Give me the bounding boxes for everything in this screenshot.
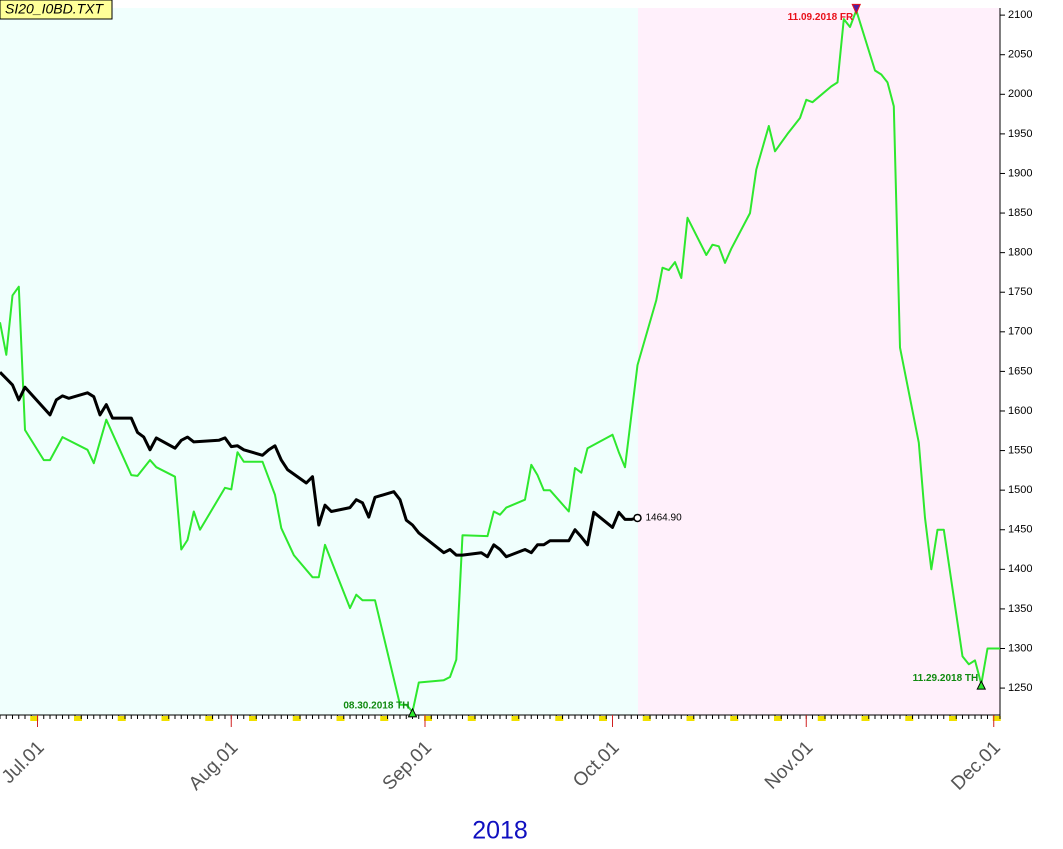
weekend-marker — [774, 716, 782, 721]
title-box — [0, 0, 113, 20]
high-marker — [851, 3, 862, 15]
weekend-marker — [992, 716, 1001, 721]
weekend-marker — [292, 716, 301, 721]
low-marker — [407, 707, 418, 718]
x-axis-label: 2018 — [472, 817, 528, 845]
weekend-marker — [861, 716, 870, 721]
series-line — [0, 9, 1000, 713]
x-tick-label: Nov.01 — [761, 737, 817, 793]
y-tick-label: 1950 — [1008, 128, 1032, 140]
weekend-marker — [905, 716, 914, 721]
y-tick-label: 1800 — [1008, 247, 1032, 259]
weekend-marker — [817, 716, 826, 721]
last-marker — [633, 513, 642, 523]
y-tick-label: 2050 — [1008, 49, 1032, 61]
weekend-marker — [555, 716, 564, 721]
annotation: 1464.90 — [646, 513, 683, 524]
weekend-marker — [642, 716, 651, 721]
x-tick-label: Jul.01 — [0, 737, 49, 788]
weekend-marker — [205, 716, 214, 721]
weekend-marker — [511, 716, 520, 721]
background-region — [638, 8, 1000, 715]
background-region — [0, 8, 638, 715]
low-marker — [976, 680, 987, 690]
y-tick-label: 1400 — [1008, 563, 1032, 575]
x-tick-label: Aug.01 — [185, 737, 242, 794]
plot: 11.09.2018 FR 08.30.2018 TH 11.29.2018 TH 1… — [0, 3, 1000, 718]
y-tick-label: 1850 — [1008, 207, 1032, 219]
weekend-marker — [949, 716, 957, 721]
y-tick-label: 1550 — [1008, 444, 1032, 456]
y-tick-label: 1650 — [1008, 365, 1032, 377]
weekend-marker — [30, 716, 39, 721]
weekend-marker — [74, 716, 82, 721]
y-tick-label: 1450 — [1008, 524, 1032, 536]
y-tick-label: 1700 — [1008, 326, 1032, 338]
y-tick-label: 2100 — [1008, 9, 1032, 21]
y-tick-label: 2000 — [1008, 88, 1032, 100]
y-tick-label: 1300 — [1008, 642, 1032, 654]
x-tick-label: Oct.01 — [569, 737, 623, 791]
annotation: 11.29.2018 TH — [913, 673, 979, 684]
annotation: 11.09.2018 FR — [788, 12, 854, 23]
weekend-marker — [686, 716, 695, 721]
y-tick-label: 1900 — [1008, 167, 1032, 179]
x-tick-label: Sep.01 — [379, 737, 436, 794]
y-tick-label: 1250 — [1008, 682, 1032, 694]
weekend-marker — [117, 716, 126, 721]
weekend-marker — [380, 716, 389, 721]
x-tick-label: Dec.01 — [947, 737, 1004, 794]
weekend-marker — [161, 716, 170, 721]
weekend-marker — [249, 716, 257, 721]
weekend-marker — [424, 716, 432, 721]
series-line — [0, 371, 638, 559]
y-tick-label: 1750 — [1008, 286, 1032, 298]
weekend-marker — [730, 716, 739, 721]
chart-title: SI20_I0BD.TXT — [5, 1, 104, 17]
y-tick-label: 1500 — [1008, 484, 1032, 496]
weekend-marker — [336, 716, 345, 721]
weekend-marker — [467, 716, 476, 721]
annotation: 08.30.2018 TH — [343, 700, 409, 711]
y-tick-label: 1600 — [1008, 405, 1032, 417]
weekend-marker — [599, 716, 607, 721]
y-tick-label: 1350 — [1008, 603, 1032, 615]
